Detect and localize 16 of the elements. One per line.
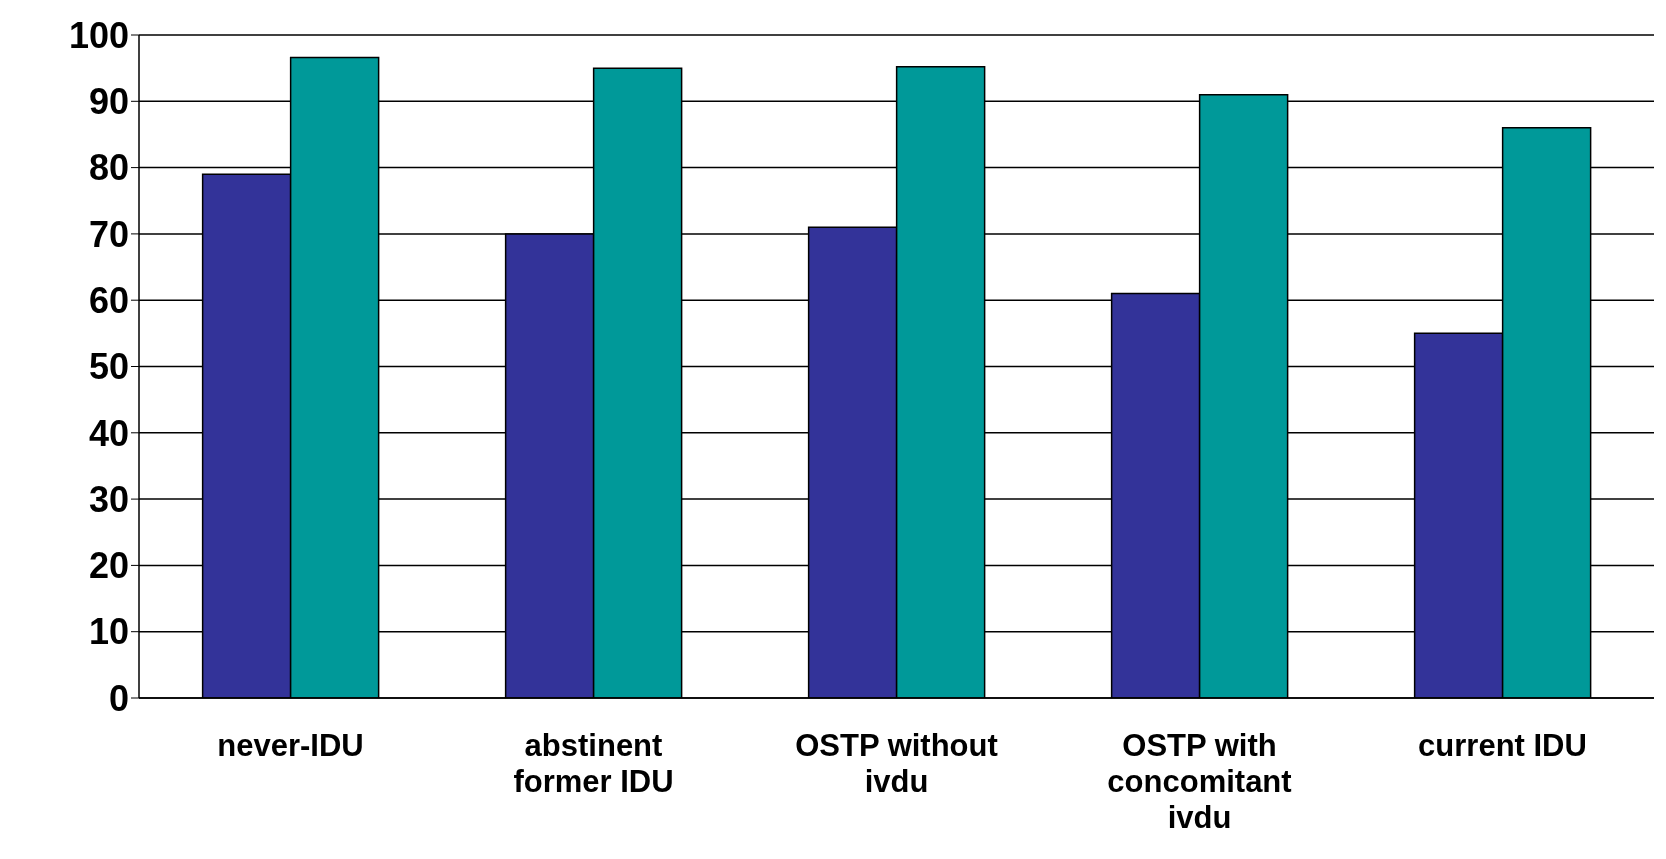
y-tick-label: 40 (88, 412, 129, 454)
x-tick-label: OSTP without ivdu (795, 728, 998, 799)
y-tick-label: 100 (68, 14, 129, 56)
x-tick-label: current IDU (1418, 728, 1587, 763)
y-tick-label: 0 (108, 677, 129, 719)
y-tick-label: 10 (88, 611, 129, 653)
y-tick-label: 90 (88, 81, 129, 123)
y-tick-label: 70 (88, 213, 129, 255)
x-tick-label: OSTP with concomitant ivdu (1107, 728, 1292, 835)
x-tick-label: abstinent former IDU (513, 728, 674, 799)
y-tick-label: 60 (88, 279, 129, 321)
y-tick-label: 20 (88, 545, 129, 587)
y-tick-label: 80 (88, 147, 129, 189)
y-tick-label: 50 (88, 346, 129, 388)
y-tick-label: 30 (88, 478, 129, 520)
x-tick-label: never-IDU (217, 728, 364, 763)
